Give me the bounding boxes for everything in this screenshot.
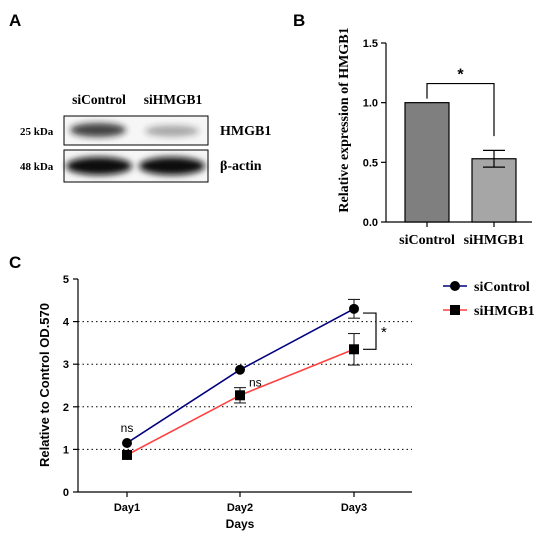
line-chart-xtick-label: Day3 bbox=[341, 502, 367, 514]
bar-chart-xtick-label: siHMGB1 bbox=[464, 233, 525, 248]
data-point-sihmgb1 bbox=[235, 390, 245, 401]
lane-label-sicontrol: siControl bbox=[72, 92, 126, 107]
bar-chart: Relative expression of HMGB1 0.0 0.5 1.0 1.… bbox=[337, 27, 532, 248]
line-chart-ytick-label: 1 bbox=[63, 444, 69, 456]
data-point-sihmgb1 bbox=[349, 344, 359, 355]
line-chart-ytick-label: 3 bbox=[63, 359, 69, 371]
legend-marker-sicontrol bbox=[450, 281, 460, 291]
line-chart: Relative to Control OD.570 Days 0 1 2 3 4 5 Da… bbox=[37, 274, 535, 531]
band-hmgb1-sicontrol bbox=[70, 123, 126, 137]
legend-label-sicontrol: siControl bbox=[474, 280, 530, 295]
bar-chart-ytick-label: 0.5 bbox=[363, 157, 378, 169]
line-chart-xlabel: Days bbox=[226, 517, 255, 531]
band-actin-sihmgb1 bbox=[139, 157, 205, 175]
band-actin-sicontrol bbox=[66, 157, 132, 175]
significance-marker: * bbox=[457, 67, 464, 84]
line-chart-ytick-label: 2 bbox=[63, 402, 69, 414]
data-point-sihmgb1 bbox=[122, 449, 132, 460]
panel-label-b: B bbox=[293, 11, 305, 30]
data-point-sicontrol bbox=[235, 364, 245, 375]
bar bbox=[404, 102, 450, 223]
data-point-sicontrol bbox=[349, 303, 359, 314]
line-chart-ytick-label: 4 bbox=[63, 317, 70, 329]
bar-chart-xtick-label: siControl bbox=[399, 233, 455, 248]
bar-chart-ytick-label: 1.5 bbox=[363, 38, 378, 50]
marker-25kda: 25 kDa bbox=[20, 126, 54, 138]
bar-chart-ytick-label: 1.0 bbox=[363, 98, 378, 110]
marker-48kda: 48 kDa bbox=[20, 161, 54, 173]
panel-label-c: C bbox=[9, 253, 21, 272]
legend-marker-sihmgb1 bbox=[450, 305, 460, 315]
band-hmgb1-sihmgb1 bbox=[145, 125, 199, 137]
significance-bracket bbox=[426, 82, 495, 137]
line-chart-xtick-label: Day1 bbox=[114, 502, 140, 514]
line-chart-xtick-label: Day2 bbox=[227, 502, 253, 514]
protein-label-actin: β-actin bbox=[220, 159, 262, 174]
line-chart-ytick-label: 5 bbox=[63, 274, 69, 286]
line-chart-ytick-label: 0 bbox=[63, 487, 69, 499]
significance-bracket-day3 bbox=[363, 312, 377, 350]
annotation-ns-day1: ns bbox=[121, 421, 134, 435]
lane-label-sihmgb1: siHMGB1 bbox=[144, 92, 203, 107]
line-chart-ylabel: Relative to Control OD.570 bbox=[37, 303, 52, 467]
western-blot: siControl siHMGB1 25 kDa HMGB1 48 kDa β-… bbox=[20, 92, 271, 183]
series-line-sicontrol bbox=[126, 308, 355, 444]
bar-chart-ylabel: Relative expression of HMGB1 bbox=[337, 27, 352, 212]
bar-chart-ytick-label: 0.0 bbox=[363, 217, 378, 229]
protein-label-hmgb1: HMGB1 bbox=[220, 124, 271, 139]
data-point-sicontrol bbox=[122, 438, 132, 449]
annotation-star-day3: * bbox=[381, 324, 387, 341]
annotation-ns-day2: ns bbox=[249, 376, 262, 390]
legend-label-sihmgb1: siHMGB1 bbox=[474, 304, 535, 319]
panel-label-a: A bbox=[9, 11, 21, 30]
bar bbox=[471, 158, 517, 223]
